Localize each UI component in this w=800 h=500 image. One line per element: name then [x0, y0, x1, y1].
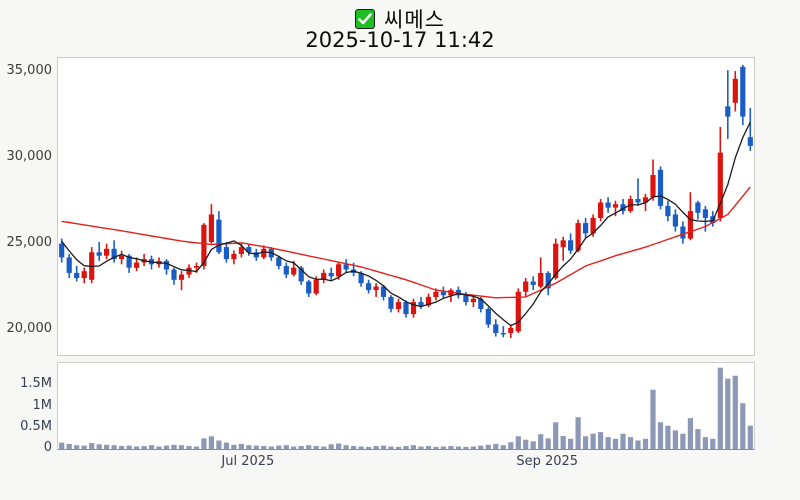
check-icon [358, 13, 372, 25]
chart-header: 씨메스 [0, 4, 800, 34]
price-chart-panel[interactable] [57, 57, 755, 356]
price-tick-label: 20,000 [6, 320, 53, 336]
stock-title: 씨메스 [384, 8, 445, 32]
price-tick-label: 30,000 [6, 148, 53, 164]
date-tick-label: Jul 2025 [221, 454, 275, 469]
date-tick-label: Sep 2025 [516, 454, 579, 469]
volume-tick-label: 0.5M [20, 418, 52, 434]
price-tick-label: 25,000 [6, 234, 53, 250]
price-tick-label: 35,000 [6, 62, 53, 78]
candlestick-chart [59, 65, 753, 339]
volume-tick-label: 1.5M [20, 376, 52, 392]
volume-tick-label: 0 [43, 440, 52, 455]
volume-chart-panel[interactable] [57, 362, 755, 450]
datetime-label: 2025-10-17 11:42 [305, 28, 495, 52]
checkbox-icon[interactable] [355, 9, 376, 29]
volume-chart [59, 367, 753, 449]
volume-tick-label: 1M [32, 397, 53, 413]
